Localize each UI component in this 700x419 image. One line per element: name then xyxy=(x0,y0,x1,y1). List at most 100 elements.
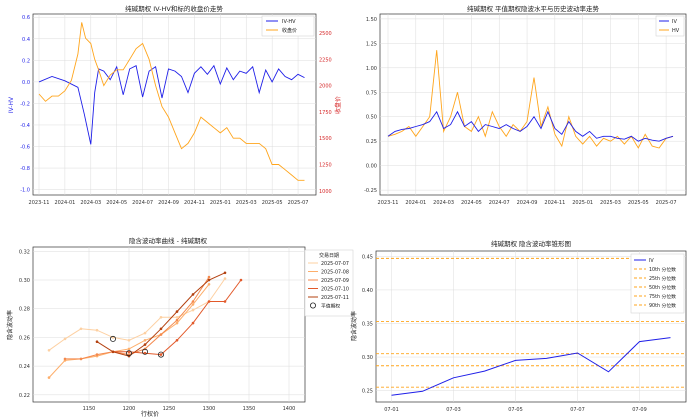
smile-point xyxy=(191,300,195,303)
legend-label: 2025-07-08 xyxy=(321,270,349,276)
plot-area xyxy=(32,13,317,196)
iv-hv-line xyxy=(38,64,305,145)
iv-hv-level-chart: 纯碱期权 平值期权隐波水平与历史波动率走势 2023-11 2024-01 2024… xyxy=(364,4,687,206)
smile-point xyxy=(127,350,131,354)
iv-smile-chart: 隐含波动率曲线 - 纯碱期权 行权价 隐含波动率 1150 1200 1250 130… xyxy=(6,236,354,418)
legend-label: 2025-07-07 xyxy=(321,261,349,267)
legend-label: 50th 分位数 xyxy=(649,284,676,291)
smile-point xyxy=(191,303,195,306)
y-tick-label: 0.0 xyxy=(22,80,30,86)
series-lines xyxy=(47,271,243,379)
x-tick-label: 2024-09 xyxy=(517,200,538,206)
y-tick-label: -1.0 xyxy=(20,188,30,194)
y-tick-label: 0.24 xyxy=(19,364,30,370)
x-tick-label: 07-09 xyxy=(632,407,647,413)
x-tick-labels: 1150 1200 1250 1300 1350 1400 xyxy=(83,406,296,412)
smile-point xyxy=(175,316,179,319)
legend-label-hv: HV xyxy=(672,28,680,34)
x-tick-label: 2024-01 xyxy=(54,200,75,206)
smile-point xyxy=(79,327,83,331)
smile-point xyxy=(191,293,195,296)
legend: IV-HV 收盘价 xyxy=(261,15,315,37)
smile-point xyxy=(95,328,99,332)
x-tick-label: 1350 xyxy=(243,406,256,412)
x-tick-label: 2024-07 xyxy=(132,200,153,206)
smile-point xyxy=(175,321,179,325)
y-tick-label: 0.4 xyxy=(22,37,30,43)
smile-point xyxy=(79,357,83,361)
smile-point xyxy=(143,339,147,342)
y-tick-label: 0.26 xyxy=(19,335,30,341)
series-lines xyxy=(38,22,305,181)
smile-point xyxy=(47,376,51,379)
x-tick-label: 2025-03 xyxy=(600,200,621,206)
y-tick-label: 0.25 xyxy=(362,389,373,395)
smile-point xyxy=(143,331,147,335)
series-lines xyxy=(387,50,674,149)
x-tick-label: 2024-11 xyxy=(184,200,205,206)
x-tick-label: 1200 xyxy=(123,406,136,412)
legend-label: 2025-07-09 xyxy=(321,278,349,284)
x-tick-label: 2025-05 xyxy=(262,200,283,206)
x-tick-label: 1400 xyxy=(283,406,296,412)
x-tick-label: 07-05 xyxy=(508,407,523,413)
x-tick-label: 2024-01 xyxy=(405,200,426,206)
y-right-tick-label: 2250 xyxy=(319,57,332,63)
y-tick-labels: 0.6 0.4 0.2 0.0 -0.2 -0.4 -0.6 -0.8 -1.0 xyxy=(20,15,30,193)
smile-point xyxy=(143,351,147,355)
hv-line xyxy=(387,50,674,149)
y-tick-label: 0.25 xyxy=(366,139,377,145)
x-tick-label: 2025-05 xyxy=(628,200,649,206)
legend-label: 75th 分位数 xyxy=(649,293,676,300)
legend: IV 10th 分位数 25th 分位数 50th 分位数 75th 分位数 90th 分… xyxy=(630,253,685,314)
y-tick-label: 0.40 xyxy=(362,288,373,294)
grid xyxy=(33,14,316,195)
plot-area xyxy=(375,250,687,403)
legend-label-iv-hv: IV-HV xyxy=(282,19,296,25)
y-tick-labels: 0.45 0.40 0.35 0.30 0.25 xyxy=(362,254,373,394)
atm-marker xyxy=(141,348,148,355)
smile-point xyxy=(175,310,179,313)
grid xyxy=(33,247,305,402)
x-tick-label: 2023-11 xyxy=(378,200,399,206)
plot-area xyxy=(379,13,687,196)
smile-point xyxy=(239,278,243,282)
y-tick-label: 0.2 xyxy=(22,58,30,64)
smile-point xyxy=(63,337,67,341)
smile-point xyxy=(47,349,51,352)
legend-label: 25th 分位数 xyxy=(649,275,676,282)
legend-items: 2025-07-07 2025-07-08 2025-07-09 2025-07-10… xyxy=(308,261,349,310)
y-tick-label: 0.28 xyxy=(19,307,30,313)
legend-label: 2025-07-10 xyxy=(321,287,349,293)
y-tick-label: 0.6 xyxy=(22,15,30,21)
x-tick-label: 07-01 xyxy=(384,407,399,413)
iv-cone-chart: 纯碱期权 隐含波动率锥形图 隐含波动率 07-01 07-03 07-05 07-07… xyxy=(350,239,687,413)
smile-point xyxy=(223,271,227,275)
x-tick-label: 07-03 xyxy=(446,407,461,413)
y-tick-label: 1.00 xyxy=(366,66,377,72)
atm-markers xyxy=(110,335,164,358)
y-tick-label: 0.22 xyxy=(19,393,30,399)
y-tick-label: 0.32 xyxy=(19,249,30,255)
chart-title: 隐含波动率曲线 - 纯碱期权 xyxy=(129,236,207,245)
smile-point xyxy=(207,278,211,282)
x-tick-label: 2025-03 xyxy=(236,200,257,206)
smile-point xyxy=(223,300,227,303)
smile-line-2025-07-09 xyxy=(65,276,210,360)
smile-point xyxy=(159,333,163,336)
legend-label: 平值期权 xyxy=(321,303,340,310)
legend: 交易日期 2025-07-072025-07-082025-07-092025-… xyxy=(304,249,354,317)
x-tick-label: 1150 xyxy=(83,406,96,412)
x-tick-label: 2025-01 xyxy=(210,200,231,206)
y-right-tick-label: 2000 xyxy=(319,84,332,90)
y-axis-label: 隐含波动率 xyxy=(350,311,358,341)
smile-point xyxy=(159,316,163,319)
smile-point xyxy=(127,347,131,351)
legend-label: 10th 分位数 xyxy=(649,266,676,273)
smile-point xyxy=(127,339,131,342)
chart-title: 纯碱期权 平值期权隐波水平与历史波动率走势 xyxy=(467,4,600,13)
x-tick-label: 2025-01 xyxy=(572,200,593,206)
legend-box xyxy=(630,253,685,314)
grid xyxy=(380,14,686,195)
